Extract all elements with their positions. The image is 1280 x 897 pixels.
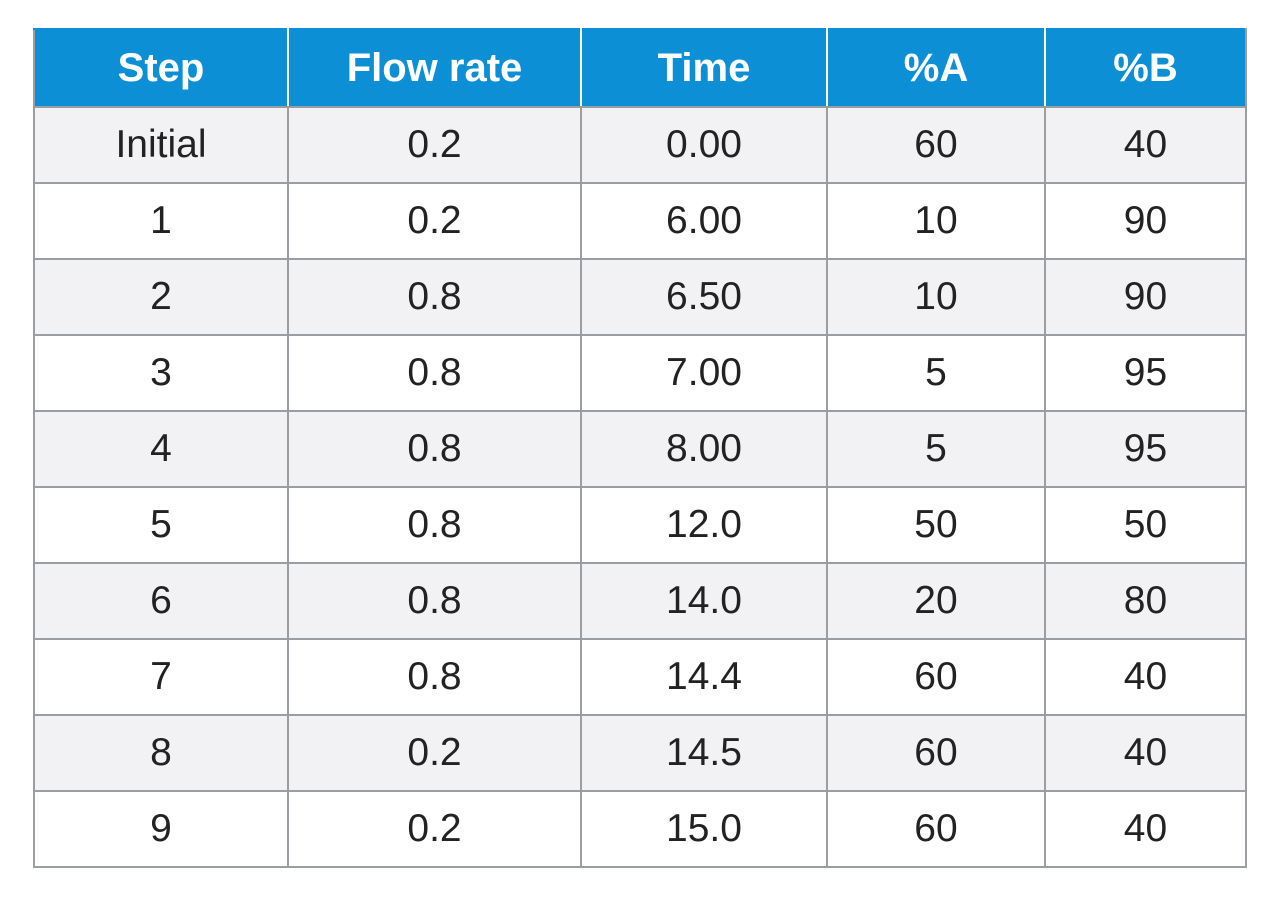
cell-step: 3 <box>33 334 289 412</box>
cell-percent-b: 40 <box>1044 790 1247 868</box>
table-row: 3 0.8 7.00 5 95 <box>33 334 1247 412</box>
cell-flow-rate: 0.2 <box>287 714 582 792</box>
cell-step: 7 <box>33 638 289 716</box>
table-body: Initial 0.2 0.00 60 40 1 0.2 6.00 10 90 2 0.8 6.50 10… <box>33 106 1247 868</box>
cell-step: Initial <box>33 106 289 184</box>
header-row: Step Flow rate Time %A %B <box>33 28 1247 108</box>
cell-time: 14.4 <box>580 638 828 716</box>
cell-flow-rate: 0.8 <box>287 562 582 640</box>
cell-time: 7.00 <box>580 334 828 412</box>
table-row: 4 0.8 8.00 5 95 <box>33 410 1247 488</box>
cell-step: 8 <box>33 714 289 792</box>
cell-time: 6.50 <box>580 258 828 336</box>
cell-percent-b: 40 <box>1044 714 1247 792</box>
column-header-percent-b: %B <box>1044 28 1247 108</box>
cell-time: 15.0 <box>580 790 828 868</box>
table-row: 5 0.8 12.0 50 50 <box>33 486 1247 564</box>
table-row: 2 0.8 6.50 10 90 <box>33 258 1247 336</box>
cell-percent-a: 20 <box>826 562 1046 640</box>
column-header-step: Step <box>33 28 289 108</box>
cell-time: 12.0 <box>580 486 828 564</box>
column-header-percent-a: %A <box>826 28 1046 108</box>
cell-percent-a: 60 <box>826 790 1046 868</box>
cell-time: 6.00 <box>580 182 828 260</box>
cell-flow-rate: 0.8 <box>287 638 582 716</box>
table-row: 7 0.8 14.4 60 40 <box>33 638 1247 716</box>
cell-flow-rate: 0.2 <box>287 790 582 868</box>
table-row: 1 0.2 6.00 10 90 <box>33 182 1247 260</box>
cell-step: 1 <box>33 182 289 260</box>
cell-step: 6 <box>33 562 289 640</box>
cell-flow-rate: 0.2 <box>287 182 582 260</box>
cell-percent-a: 10 <box>826 258 1046 336</box>
cell-step: 5 <box>33 486 289 564</box>
cell-time: 14.5 <box>580 714 828 792</box>
table-row: 6 0.8 14.0 20 80 <box>33 562 1247 640</box>
cell-percent-b: 95 <box>1044 410 1247 488</box>
cell-percent-b: 90 <box>1044 182 1247 260</box>
cell-percent-a: 5 <box>826 334 1046 412</box>
column-header-flow-rate: Flow rate <box>287 28 582 108</box>
cell-percent-b: 50 <box>1044 486 1247 564</box>
cell-time: 14.0 <box>580 562 828 640</box>
cell-percent-b: 80 <box>1044 562 1247 640</box>
cell-percent-a: 50 <box>826 486 1046 564</box>
cell-percent-a: 10 <box>826 182 1046 260</box>
gradient-table: Step Flow rate Time %A %B Initial 0.2 0.00… <box>33 28 1247 868</box>
cell-step: 2 <box>33 258 289 336</box>
cell-percent-b: 90 <box>1044 258 1247 336</box>
cell-percent-b: 95 <box>1044 334 1247 412</box>
table-row: Initial 0.2 0.00 60 40 <box>33 106 1247 184</box>
table-header: Step Flow rate Time %A %B <box>33 28 1247 108</box>
cell-time: 8.00 <box>580 410 828 488</box>
cell-percent-a: 5 <box>826 410 1046 488</box>
cell-percent-b: 40 <box>1044 638 1247 716</box>
column-header-time: Time <box>580 28 828 108</box>
cell-percent-a: 60 <box>826 638 1046 716</box>
cell-flow-rate: 0.8 <box>287 334 582 412</box>
cell-flow-rate: 0.8 <box>287 410 582 488</box>
cell-step: 9 <box>33 790 289 868</box>
cell-percent-a: 60 <box>826 714 1046 792</box>
cell-percent-a: 60 <box>826 106 1046 184</box>
cell-flow-rate: 0.2 <box>287 106 582 184</box>
table-row: 9 0.2 15.0 60 40 <box>33 790 1247 868</box>
cell-step: 4 <box>33 410 289 488</box>
cell-flow-rate: 0.8 <box>287 486 582 564</box>
table-row: 8 0.2 14.5 60 40 <box>33 714 1247 792</box>
cell-time: 0.00 <box>580 106 828 184</box>
cell-flow-rate: 0.8 <box>287 258 582 336</box>
cell-percent-b: 40 <box>1044 106 1247 184</box>
